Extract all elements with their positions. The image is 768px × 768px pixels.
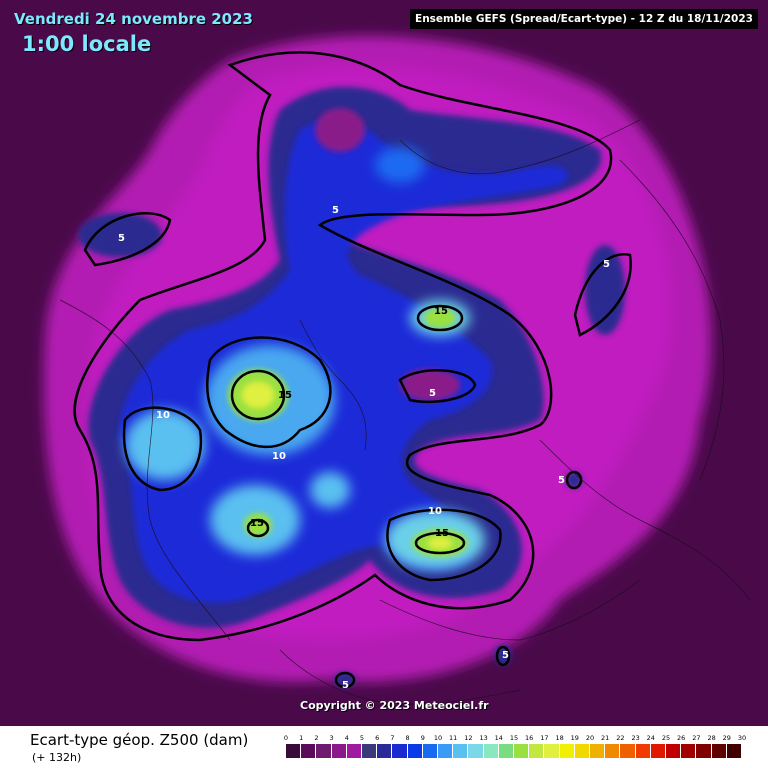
scale-tick-label: 22 bbox=[616, 734, 625, 742]
contour-label: 5 bbox=[332, 205, 339, 216]
scale-tick-label: 12 bbox=[464, 734, 473, 742]
scale-tick-label: 15 bbox=[509, 734, 519, 742]
scale-swatch bbox=[498, 744, 513, 758]
scale-tick-label: 10 bbox=[433, 734, 443, 742]
contour-label: 10 bbox=[428, 506, 442, 517]
scale-swatch bbox=[346, 744, 361, 758]
scale-swatch bbox=[681, 744, 696, 758]
scale-swatch bbox=[726, 744, 741, 758]
contour-label: 15 bbox=[435, 528, 449, 539]
copyright-text: Copyright © 2023 Meteociel.fr bbox=[300, 699, 489, 712]
contour-label: 15 bbox=[250, 518, 264, 529]
legend-subtitle: (+ 132h) bbox=[32, 751, 82, 764]
scale-tick-label: 28 bbox=[707, 734, 716, 742]
scale-tick-label: 23 bbox=[631, 734, 640, 742]
legend-title: Ecart-type géop. Z500 (dam) bbox=[30, 731, 249, 749]
scale-tick-label: 2 bbox=[314, 734, 319, 742]
forecast-time: 1:00 locale bbox=[22, 32, 152, 56]
color-scale: 0 1 2 3 4 5 6 7 8 9 10 11 12 13 14 15 16 17 18 19 20 21 22 23 24… bbox=[282, 734, 752, 762]
scale-swatch bbox=[635, 744, 650, 758]
scale-tick-label: 27 bbox=[692, 734, 701, 742]
contour-label: 5 bbox=[118, 233, 125, 244]
scale-tick-label: 16 bbox=[525, 734, 534, 742]
scale-swatch bbox=[666, 744, 681, 758]
scale-tick-label: 6 bbox=[375, 734, 380, 742]
scale-swatch bbox=[650, 744, 665, 758]
scale-tick-label: 20 bbox=[585, 734, 595, 742]
scale-swatch bbox=[468, 744, 483, 758]
scale-swatch bbox=[362, 744, 377, 758]
scale-tick-label: 17 bbox=[540, 734, 549, 742]
scale-tick-label: 18 bbox=[555, 734, 564, 742]
scale-tick-label: 30 bbox=[737, 734, 747, 742]
scale-tick-label: 9 bbox=[420, 734, 425, 742]
scale-tick-label: 24 bbox=[646, 734, 655, 742]
scale-tick-label: 29 bbox=[722, 734, 731, 742]
scale-tick-label: 21 bbox=[601, 734, 610, 742]
scale-swatch bbox=[392, 744, 407, 758]
scale-tick-label: 1 bbox=[299, 734, 304, 742]
scale-tick-label: 14 bbox=[494, 734, 503, 742]
scale-swatch bbox=[438, 744, 453, 758]
contour-label: 15 bbox=[434, 306, 448, 317]
scale-swatch bbox=[711, 744, 726, 758]
scale-swatch bbox=[574, 744, 589, 758]
contour-label: 10 bbox=[156, 410, 170, 421]
scale-tick-label: 3 bbox=[329, 734, 334, 742]
scale-tick-label: 5 bbox=[359, 734, 365, 742]
contour-label: 5 bbox=[502, 650, 509, 661]
contour-label: 5 bbox=[342, 680, 349, 691]
scale-swatch bbox=[422, 744, 437, 758]
contour-label: 5 bbox=[558, 475, 565, 486]
scale-swatch bbox=[620, 744, 635, 758]
scale-swatch bbox=[696, 744, 711, 758]
scale-swatch bbox=[483, 744, 498, 758]
scale-tick-label: 4 bbox=[344, 734, 349, 742]
ensemble-spread-map: 5 5 5 5 10 10 10 15 15 15 15 5 5 5 Vendr… bbox=[0, 0, 768, 726]
scale-swatch bbox=[331, 744, 346, 758]
scale-swatch bbox=[301, 744, 316, 758]
map-canvas bbox=[43, 36, 751, 705]
scale-tick-label: 8 bbox=[405, 734, 410, 742]
scale-swatch bbox=[590, 744, 605, 758]
scale-tick-label: 0 bbox=[283, 734, 289, 742]
scale-swatch bbox=[407, 744, 422, 758]
contour-label: 15 bbox=[278, 390, 292, 401]
contour-label: 5 bbox=[603, 259, 610, 270]
forecast-date: Vendredi 24 novembre 2023 bbox=[14, 10, 253, 28]
scale-swatch bbox=[605, 744, 620, 758]
scale-tick-label: 19 bbox=[570, 734, 579, 742]
scale-swatch bbox=[514, 744, 529, 758]
scale-tick-label: 7 bbox=[390, 734, 395, 742]
scale-swatch bbox=[453, 744, 468, 758]
scale-tick-label: 25 bbox=[661, 734, 671, 742]
scale-swatch bbox=[316, 744, 331, 758]
scale-swatch bbox=[559, 744, 574, 758]
scale-tick-label: 13 bbox=[479, 734, 488, 742]
scale-swatch bbox=[377, 744, 392, 758]
scale-swatch bbox=[529, 744, 544, 758]
scale-tick-label: 11 bbox=[449, 734, 458, 742]
scale-swatch bbox=[286, 744, 301, 758]
contour-label: 10 bbox=[272, 451, 286, 462]
contour-label: 5 bbox=[429, 388, 436, 399]
scale-tick-label: 26 bbox=[677, 734, 686, 742]
ensemble-run-info: Ensemble GEFS (Spread/Ecart-type) - 12 Z… bbox=[410, 9, 758, 29]
scale-swatch bbox=[544, 744, 559, 758]
